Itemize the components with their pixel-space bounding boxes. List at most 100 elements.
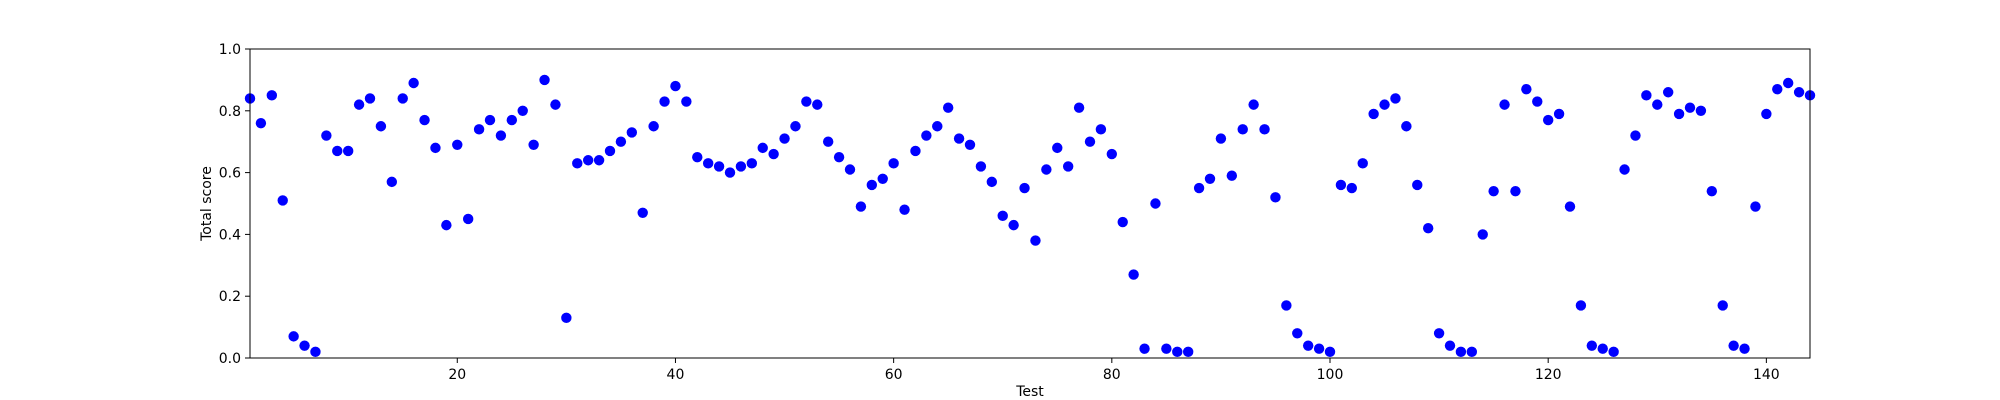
data-point [1204,173,1216,184]
data-point [615,136,627,147]
data-point [735,161,747,172]
data-point [702,158,714,169]
data-point [812,99,823,110]
data-point [441,219,452,231]
data-point [1488,185,1499,197]
x-tick-label: 40 [667,367,685,383]
data-point [692,151,703,163]
data-point [1444,340,1456,351]
data-point [539,74,550,86]
data-point [1193,182,1205,194]
data-point [1313,343,1325,354]
data-point [1073,102,1085,113]
data-point [932,121,943,132]
data-point [899,204,910,215]
data-point [1739,343,1750,354]
data-point [997,210,1008,222]
data-point [1761,108,1772,120]
data-point [430,142,441,154]
data-point [1652,99,1663,110]
data-point [582,155,594,166]
data-point [1357,158,1368,169]
data-point [746,158,758,169]
data-point [1433,328,1445,339]
y-tick-label: 0.8 [219,104,241,120]
plot-frame [249,48,1811,359]
data-point [1150,198,1161,209]
data-point [637,207,648,218]
data-point [1564,201,1576,212]
data-point [462,213,474,225]
data-point [1772,83,1783,95]
data-point [1750,201,1761,212]
data-point [1259,124,1270,135]
x-tick-label: 20 [448,367,466,383]
data-point [1281,300,1292,311]
data-point [1608,346,1619,358]
data-point [342,145,354,157]
y-axis-label: Total score [199,166,215,242]
data-point [1172,346,1183,358]
data-point [1466,346,1478,358]
data-point [833,151,845,163]
data-point [1695,105,1707,117]
data-point [1226,170,1238,181]
data-point [877,173,888,184]
data-point [332,145,343,157]
data-point [1292,328,1303,339]
x-tick-label: 140 [1753,367,1780,383]
data-point [1324,346,1336,358]
data-point [1619,164,1630,175]
data-point [299,340,310,351]
data-point [1215,133,1227,144]
data-point [1717,300,1728,311]
data-point [408,77,419,89]
data-point [1630,130,1641,141]
y-tick-label: 1.0 [219,42,241,58]
data-point [1335,179,1347,191]
data-point [1597,343,1608,354]
data-point [506,114,518,126]
data-point [1782,77,1794,89]
data-point [1455,346,1467,358]
data-point [1182,346,1194,358]
data-point [1084,136,1096,147]
data-point [855,201,867,212]
data-point [1248,99,1259,110]
data-point [1793,87,1805,98]
data-point [550,99,561,110]
data-point [1030,235,1041,246]
data-point [921,130,932,141]
data-point [626,127,638,138]
data-point [822,136,834,147]
data-point [277,195,288,206]
y-axis-ticks: 0.0 0.2 0.4 0.6 0.8 1.0 [219,42,250,367]
data-point [681,96,692,107]
data-point [495,130,507,141]
data-point [1161,343,1172,354]
data-point [1728,340,1739,351]
data-point [255,117,267,129]
data-point [986,176,998,188]
data-point [386,176,398,188]
data-point [397,93,408,104]
data-point [1390,93,1401,104]
x-tick-label: 80 [1103,367,1121,383]
data-point [670,80,681,92]
data-point [1673,108,1685,120]
data-point [572,158,583,169]
data-point [1008,219,1019,231]
data-point [517,105,528,117]
data-point [757,142,768,154]
data-point [353,99,365,110]
y-tick-label: 0.2 [219,289,241,305]
data-point [375,121,387,132]
data-point [1510,185,1521,197]
data-point [593,155,605,166]
data-point [1575,300,1587,311]
data-point [1368,108,1379,120]
data-point [648,121,659,132]
data-point [1379,99,1390,110]
data-point [1641,90,1652,101]
data-point [953,133,965,144]
